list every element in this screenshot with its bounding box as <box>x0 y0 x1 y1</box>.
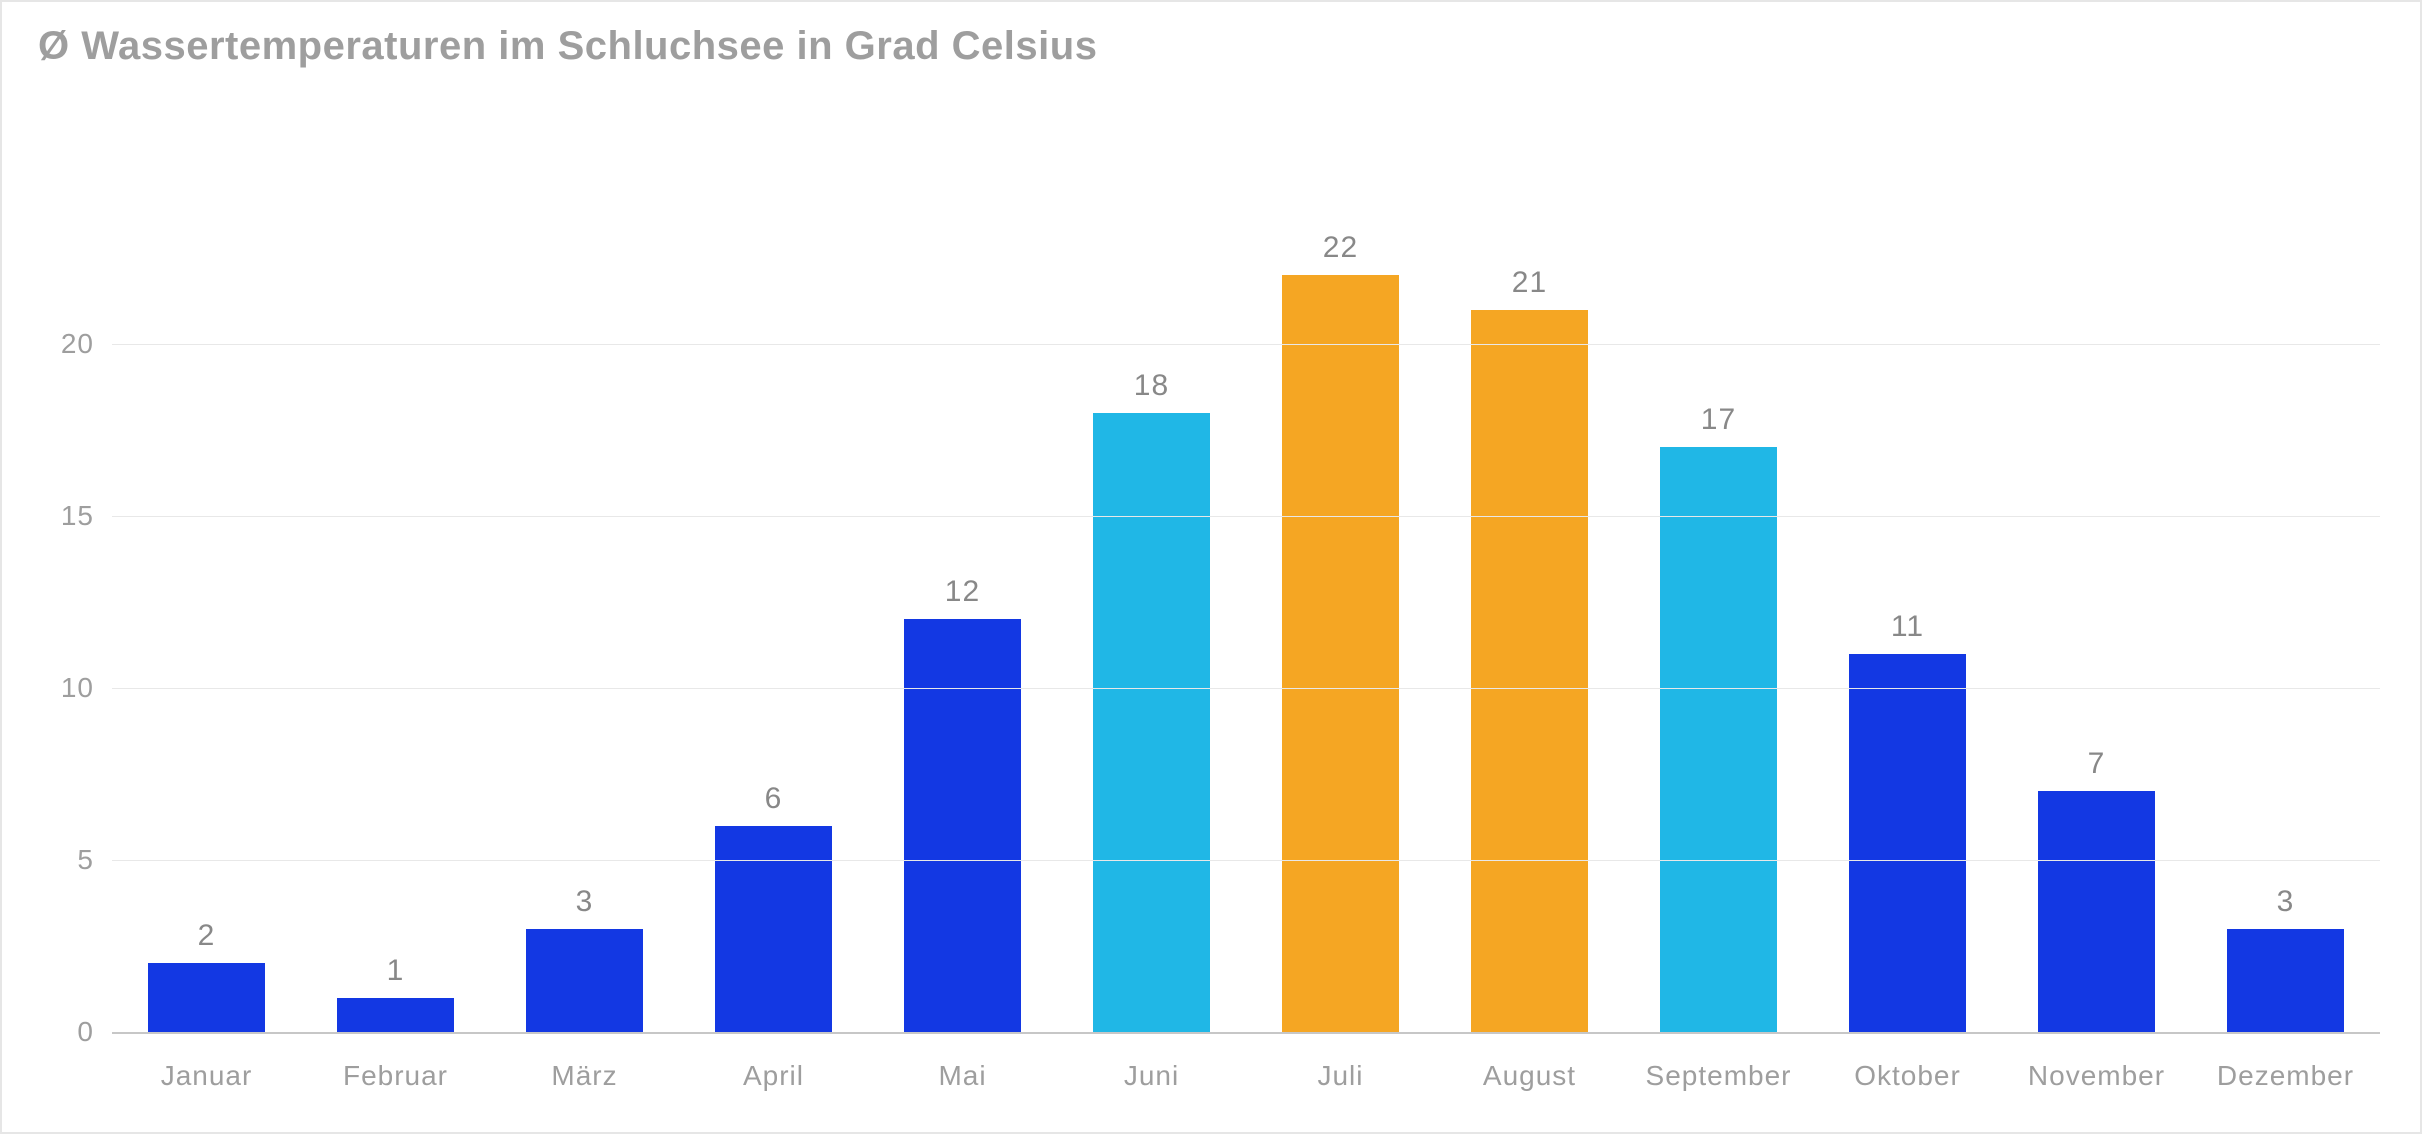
x-axis-label: Oktober <box>1813 1060 2002 1092</box>
x-axis-label: November <box>2002 1060 2191 1092</box>
bar-value-label: 1 <box>387 954 405 988</box>
x-axis-label: Januar <box>112 1060 301 1092</box>
x-axis-label: Februar <box>301 1060 490 1092</box>
bar-slot: 22 <box>1246 172 1435 1032</box>
chart-container: Ø Wassertemperaturen im Schluchsee in Gr… <box>0 0 2422 1134</box>
x-axis-label: Juni <box>1057 1060 1246 1092</box>
gridline <box>112 516 2380 517</box>
bar-slot: 18 <box>1057 172 1246 1032</box>
bar-slot: 7 <box>2002 172 2191 1032</box>
bar-value-label: 6 <box>765 782 783 816</box>
bar-slot: 11 <box>1813 172 2002 1032</box>
y-tick-label: 0 <box>77 1016 94 1048</box>
bar-value-label: 17 <box>1701 403 1736 437</box>
bar-slot: 21 <box>1435 172 1624 1032</box>
bar-value-label: 12 <box>945 575 980 609</box>
bar-slot: 6 <box>679 172 868 1032</box>
bar-value-label: 18 <box>1134 369 1169 403</box>
y-tick-label: 10 <box>61 672 94 704</box>
chart-title: Ø Wassertemperaturen im Schluchsee in Gr… <box>38 24 1097 69</box>
bar: 2 <box>148 963 265 1032</box>
bar-value-label: 21 <box>1512 266 1547 300</box>
y-tick-label: 15 <box>61 500 94 532</box>
x-axis-label: Juli <box>1246 1060 1435 1092</box>
bar-slot: 12 <box>868 172 1057 1032</box>
bar-value-label: 3 <box>576 885 594 919</box>
bars-group: 213612182221171173 <box>112 172 2380 1032</box>
gridline <box>112 344 2380 345</box>
bar: 3 <box>526 929 643 1032</box>
gridline <box>112 688 2380 689</box>
y-tick-label: 5 <box>77 844 94 876</box>
bar-slot: 1 <box>301 172 490 1032</box>
x-axis-label: April <box>679 1060 868 1092</box>
x-axis-labels: JanuarFebruarMärzAprilMaiJuniJuliAugustS… <box>112 1060 2380 1092</box>
bar-value-label: 3 <box>2277 885 2295 919</box>
bar: 1 <box>337 998 454 1032</box>
bar: 6 <box>715 826 832 1032</box>
y-tick-label: 20 <box>61 328 94 360</box>
bar: 17 <box>1660 447 1777 1032</box>
bar-value-label: 22 <box>1323 231 1358 265</box>
x-axis-label: März <box>490 1060 679 1092</box>
gridline <box>112 860 2380 861</box>
bar: 11 <box>1849 654 1966 1032</box>
x-axis-label: September <box>1624 1060 1813 1092</box>
plot-area: 213612182221171173 05101520 <box>112 172 2380 1032</box>
x-axis-label: August <box>1435 1060 1624 1092</box>
bar-slot: 17 <box>1624 172 1813 1032</box>
x-axis-label: Mai <box>868 1060 1057 1092</box>
bar: 22 <box>1282 275 1399 1032</box>
bar-value-label: 2 <box>198 919 216 953</box>
bar-value-label: 11 <box>1891 610 1924 644</box>
bar: 21 <box>1471 310 1588 1032</box>
baseline <box>112 1032 2380 1034</box>
bar: 18 <box>1093 413 1210 1032</box>
x-axis-label: Dezember <box>2191 1060 2380 1092</box>
bar: 12 <box>904 619 1021 1032</box>
bar-value-label: 7 <box>2088 747 2106 781</box>
bar: 7 <box>2038 791 2155 1032</box>
bar-slot: 3 <box>490 172 679 1032</box>
bar-slot: 2 <box>112 172 301 1032</box>
bar-slot: 3 <box>2191 172 2380 1032</box>
bar: 3 <box>2227 929 2344 1032</box>
